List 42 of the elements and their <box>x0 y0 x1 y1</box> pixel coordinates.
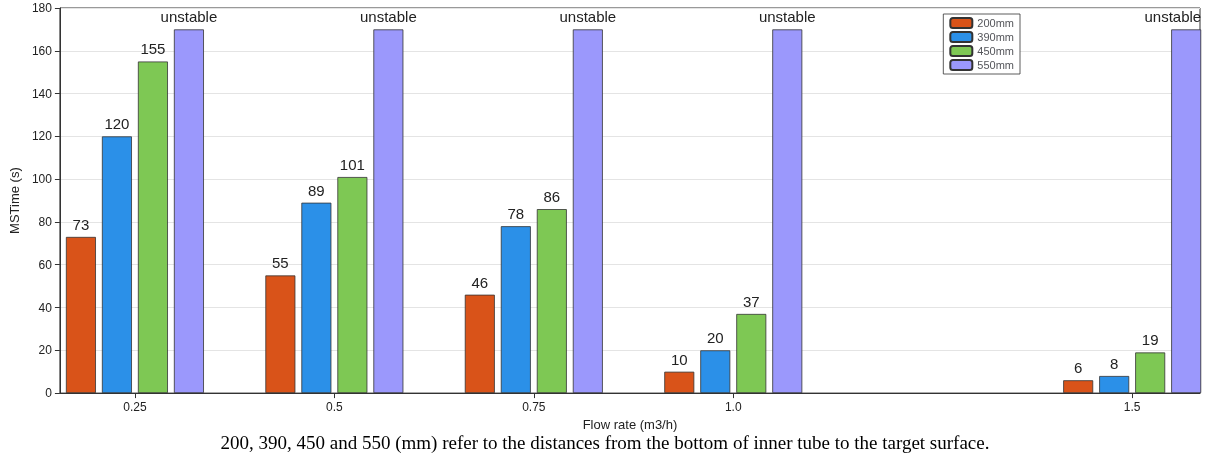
y-axis-title: MSTime (s) <box>7 167 22 234</box>
y-tick-label: 140 <box>31 86 53 101</box>
y-tick-label: 80 <box>38 214 53 229</box>
data-label: unstable <box>758 8 816 26</box>
text: 200, 390, 450 and 550 (mm) refer to the distances from the bottom of inner tube to the target surface. <box>219 432 991 454</box>
y-tick-label: 160 <box>31 43 53 58</box>
x-tick-label: 1.0 <box>724 400 742 415</box>
x-tick-label: 0.5 <box>326 400 344 415</box>
x-tick-label: 0.25 <box>123 400 147 415</box>
data-label: 86 <box>543 188 561 206</box>
data-label: 78 <box>507 205 525 223</box>
data-label: 55 <box>272 254 289 272</box>
y-tick-label: 40 <box>38 300 53 315</box>
legend-label: 200mm <box>977 17 1015 29</box>
data-label: unstable <box>1144 8 1202 26</box>
y-tick-label: 120 <box>31 129 53 144</box>
data-label: 73 <box>72 215 90 233</box>
y-tick-label: 60 <box>38 257 53 272</box>
data-label: 10 <box>670 350 688 368</box>
x-axis-title: Flow rate (m3/h) <box>582 417 678 432</box>
legend-label: 450mm <box>977 45 1015 57</box>
data-label: 37 <box>742 292 760 310</box>
x-tick-label: 0.75 <box>522 400 546 415</box>
y-tick-label: 180 <box>31 1 53 15</box>
data-label: 89 <box>308 181 325 199</box>
data-label: 101 <box>339 156 365 174</box>
data-label: 46 <box>471 273 489 291</box>
x-tick-label: 1.5 <box>1123 400 1141 415</box>
data-label: 6 <box>1074 359 1083 377</box>
data-label: 20 <box>706 329 724 347</box>
y-tick-label: 100 <box>31 172 53 187</box>
y-tick-label: 20 <box>38 343 53 358</box>
legend-label: 550mm <box>977 59 1015 71</box>
legend-label: 390mm <box>977 31 1015 43</box>
data-label: unstable <box>360 8 417 26</box>
data-label: 155 <box>140 40 166 58</box>
data-label: unstable <box>559 8 617 26</box>
data-label: 8 <box>1110 354 1119 372</box>
data-label: 19 <box>1141 331 1159 349</box>
y-tick-label: 0 <box>45 386 53 401</box>
data-label: 120 <box>104 115 130 133</box>
data-label: unstable <box>160 8 218 26</box>
